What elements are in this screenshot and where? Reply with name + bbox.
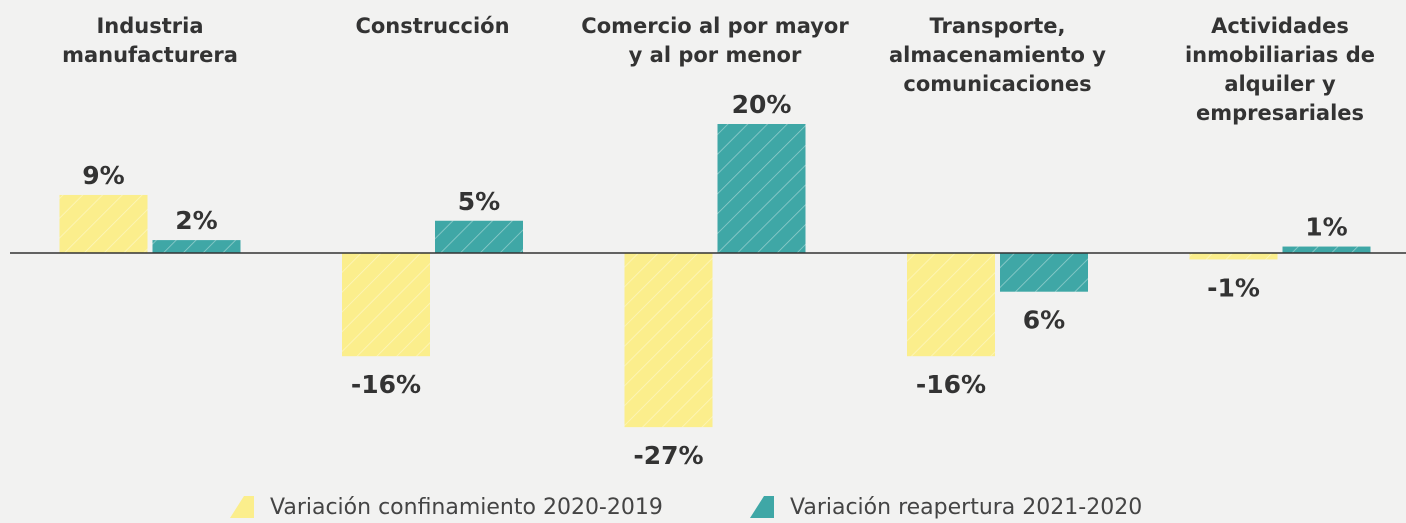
value-label: 1% (1305, 213, 1347, 242)
bar-hatch (717, 124, 806, 253)
bar-hatch (59, 194, 148, 253)
bar-group (1000, 253, 1088, 292)
bar-group (624, 253, 713, 428)
category-label: Comercio al por mayor y al por menor (581, 14, 849, 67)
value-label: 5% (458, 187, 500, 216)
value-label: 20% (732, 90, 792, 119)
legend-label: Variación confinamiento 2020-2019 (270, 495, 663, 520)
bar-group (59, 194, 148, 253)
bar-hatch (624, 253, 713, 428)
category-label: Industria manufacturera (62, 14, 238, 67)
value-label: 6% (1023, 306, 1065, 335)
bar-group (1189, 253, 1278, 260)
category-label: Actividades inmobiliarias de alquiler y … (1184, 14, 1376, 125)
bar-group (717, 124, 806, 253)
value-label: -16% (351, 370, 421, 399)
bar-hatch (907, 253, 995, 357)
bar-group (907, 253, 995, 357)
bar-hatch (435, 220, 523, 253)
legend-swatch (230, 496, 254, 518)
category-label: Transporte, almacenamiento y comunicacio… (889, 14, 1106, 96)
bar-group (435, 220, 523, 253)
bar-hatch (342, 253, 430, 357)
value-label: 2% (175, 206, 217, 235)
bar-group (342, 253, 430, 357)
bar-hatch (1000, 253, 1088, 292)
value-label: -27% (633, 441, 703, 470)
value-label: 9% (82, 161, 124, 190)
bar-hatch (1282, 246, 1371, 253)
bar-hatch (1189, 253, 1278, 260)
legend-swatch (750, 496, 774, 518)
bar-group (152, 240, 241, 253)
bar-hatch (152, 240, 241, 253)
bar-group (1282, 246, 1371, 253)
value-label: -1% (1207, 273, 1260, 302)
category-label: Construcción (355, 14, 510, 38)
legend-label: Variación reapertura 2021-2020 (790, 495, 1142, 520)
value-label: -16% (916, 370, 986, 399)
